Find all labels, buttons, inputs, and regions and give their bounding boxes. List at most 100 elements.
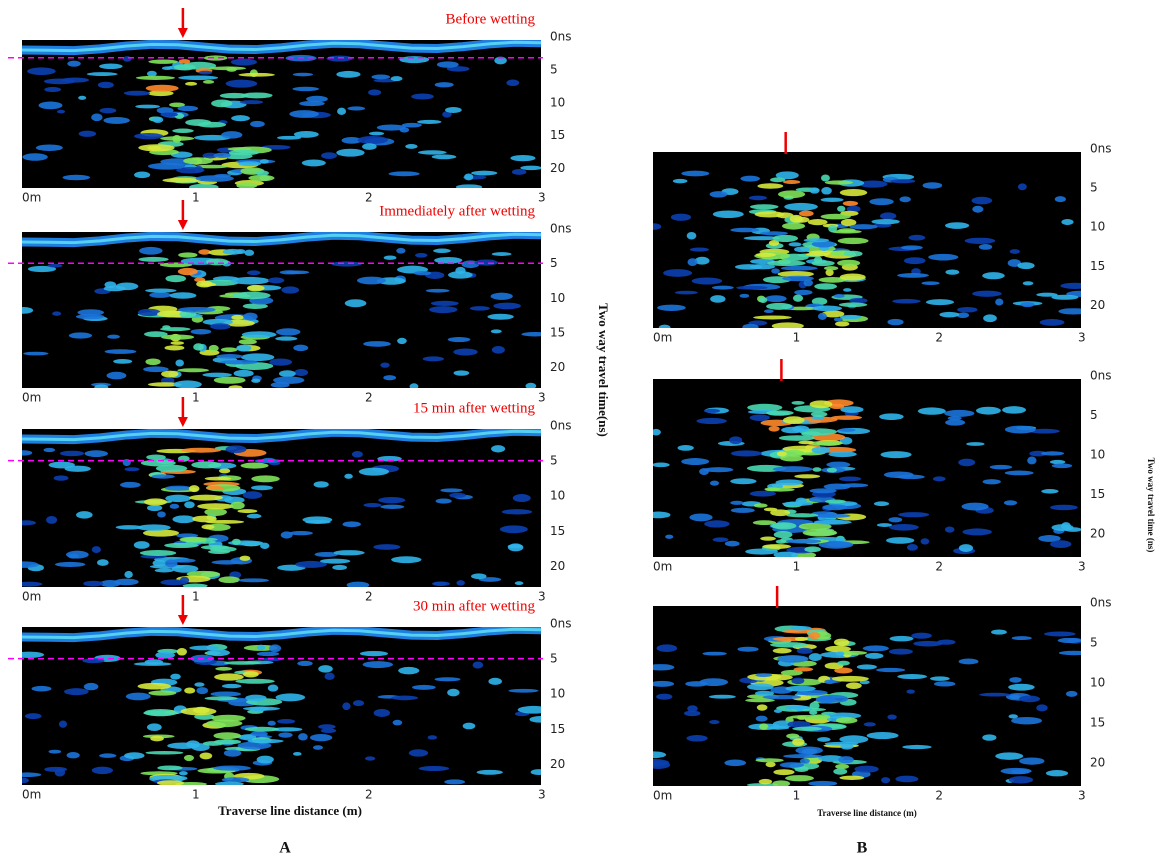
reflection bbox=[173, 558, 196, 563]
x-tick-label: 3 bbox=[538, 788, 546, 802]
reflection bbox=[989, 464, 1013, 470]
x-tick-label: 2 bbox=[935, 331, 943, 345]
reflection bbox=[816, 694, 849, 703]
reflection bbox=[231, 276, 270, 285]
reflection bbox=[22, 777, 29, 784]
reflection bbox=[179, 576, 190, 584]
reflection bbox=[863, 722, 876, 727]
reflection bbox=[945, 419, 966, 426]
reflection bbox=[901, 245, 923, 250]
reflection bbox=[653, 511, 671, 519]
reflection bbox=[808, 441, 843, 446]
reflection bbox=[809, 187, 820, 194]
y-tick-label: 15 bbox=[550, 524, 565, 538]
reflection bbox=[876, 523, 893, 527]
reflection bbox=[839, 476, 862, 482]
y-tick-label: 10 bbox=[550, 489, 565, 503]
reflection bbox=[837, 237, 869, 245]
reflection bbox=[47, 263, 63, 268]
reflection bbox=[881, 777, 891, 784]
reflection bbox=[202, 152, 218, 159]
reflection bbox=[373, 709, 391, 717]
reflection bbox=[821, 187, 832, 195]
reflection bbox=[778, 190, 806, 199]
reflection bbox=[921, 281, 940, 286]
reflection bbox=[873, 501, 890, 507]
reflection bbox=[243, 312, 258, 321]
reflection bbox=[44, 87, 62, 93]
reflection bbox=[962, 528, 992, 536]
reflection bbox=[917, 407, 946, 415]
reflection bbox=[843, 250, 863, 257]
reflection bbox=[238, 161, 262, 167]
reflection bbox=[193, 343, 204, 351]
reflection bbox=[1038, 535, 1061, 542]
reflection bbox=[202, 372, 232, 378]
reflection bbox=[293, 751, 302, 756]
reflection bbox=[808, 632, 821, 639]
reflection bbox=[206, 485, 224, 491]
reflection bbox=[204, 696, 238, 701]
reflection bbox=[123, 90, 151, 96]
reflection bbox=[765, 761, 776, 768]
reflection bbox=[766, 302, 793, 310]
reflection bbox=[145, 750, 184, 755]
reflection bbox=[755, 715, 768, 722]
reflection bbox=[194, 165, 204, 173]
reflection bbox=[94, 384, 109, 388]
reflection bbox=[196, 280, 213, 288]
panel-title: 30 min after wetting bbox=[413, 598, 536, 614]
x-tick-label: 0m bbox=[22, 191, 41, 205]
reflection bbox=[271, 727, 303, 732]
reflection bbox=[1020, 301, 1035, 308]
reflection bbox=[177, 368, 210, 373]
reflection bbox=[236, 182, 258, 188]
reflection bbox=[398, 666, 420, 675]
reflection bbox=[259, 159, 269, 164]
reflection bbox=[491, 346, 505, 354]
reflection bbox=[476, 769, 503, 775]
reflection bbox=[75, 314, 105, 320]
reflection bbox=[1054, 196, 1066, 203]
reflection bbox=[250, 120, 265, 128]
radargram-background bbox=[22, 429, 541, 587]
reflection bbox=[710, 295, 726, 303]
x-tick-label: 2 bbox=[935, 789, 943, 803]
reflection bbox=[22, 307, 34, 314]
y-tick-label: 5 bbox=[550, 652, 558, 666]
reflection bbox=[791, 400, 805, 405]
reflection bbox=[211, 99, 233, 108]
reflection bbox=[48, 749, 62, 754]
reflection bbox=[809, 400, 833, 409]
reflection bbox=[137, 524, 171, 531]
reflection bbox=[46, 515, 58, 524]
reflection bbox=[839, 650, 868, 655]
reflection bbox=[165, 274, 187, 283]
reflection bbox=[172, 128, 194, 134]
reflection bbox=[879, 413, 904, 421]
reflection bbox=[964, 237, 996, 244]
reflection bbox=[104, 281, 117, 289]
reflection bbox=[897, 273, 929, 278]
reflection bbox=[373, 544, 401, 550]
y-tick-label: 15 bbox=[550, 326, 565, 340]
reflection bbox=[730, 450, 762, 457]
reflection bbox=[242, 671, 259, 678]
reflection bbox=[418, 765, 450, 772]
reflection bbox=[704, 520, 730, 528]
radargram bbox=[22, 627, 541, 785]
reflection bbox=[763, 309, 774, 314]
reflection bbox=[462, 722, 476, 730]
reflection bbox=[835, 717, 858, 724]
reflection bbox=[703, 467, 734, 473]
reflection bbox=[149, 292, 172, 298]
reflection bbox=[871, 218, 900, 225]
reflection bbox=[314, 551, 339, 557]
reflection bbox=[772, 234, 799, 243]
reflection bbox=[178, 771, 188, 776]
reflection bbox=[829, 403, 845, 409]
reflection bbox=[1004, 425, 1036, 434]
reflection bbox=[767, 725, 790, 730]
reflection bbox=[242, 303, 268, 309]
reflection bbox=[768, 240, 780, 246]
